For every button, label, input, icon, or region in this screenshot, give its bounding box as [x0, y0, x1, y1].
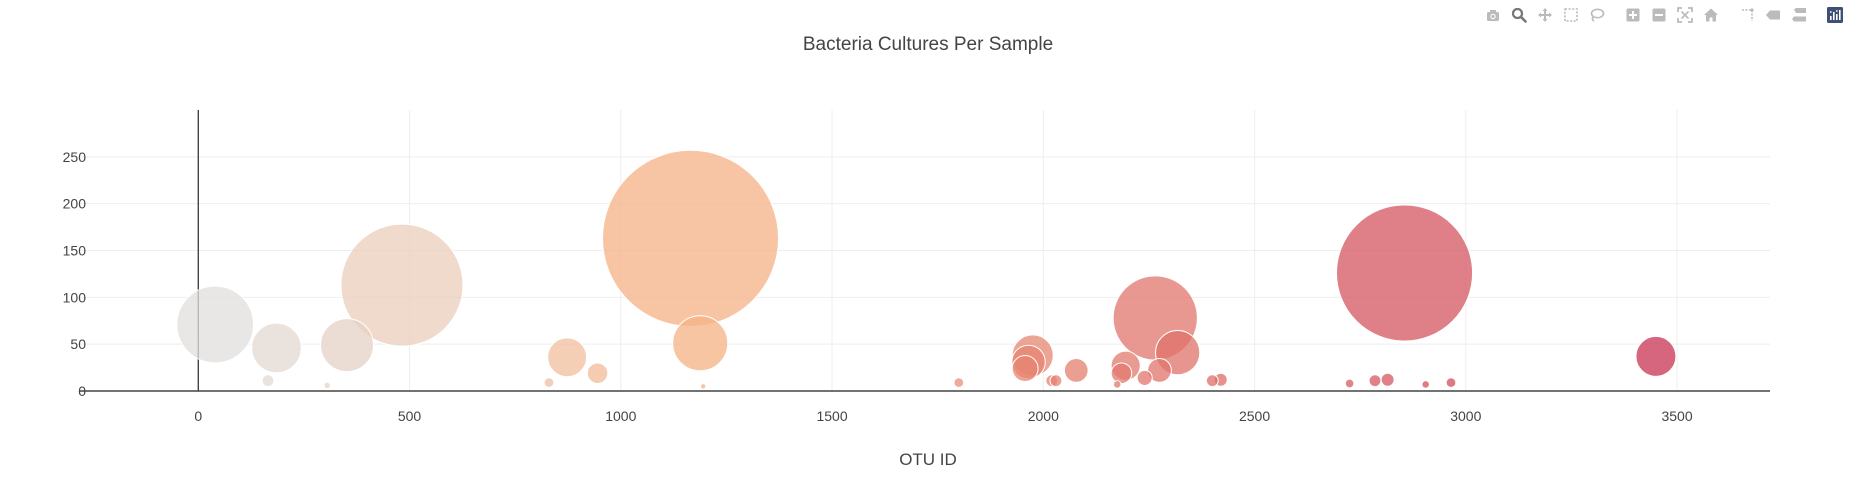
autoscale-icon: [1677, 7, 1693, 23]
modebar: [1480, 4, 1848, 26]
y-tick-label: 50: [70, 336, 86, 352]
hover-compare-button[interactable]: [1786, 4, 1812, 26]
autoscale-button[interactable]: [1672, 4, 1698, 26]
reset-axes-icon: [1704, 8, 1718, 22]
x-tick-label: 500: [398, 408, 422, 424]
bubble-point[interactable]: [320, 318, 374, 373]
y-tick-label: 200: [63, 196, 87, 212]
bubble-point[interactable]: [261, 374, 275, 388]
lasso-select-icon: [1590, 8, 1605, 22]
hover-closest-button[interactable]: [1760, 4, 1786, 26]
box-select-button[interactable]: [1558, 4, 1584, 26]
y-tick-label: 150: [63, 243, 87, 259]
camera-icon: [1487, 10, 1499, 21]
hover-compare-icon: [1792, 8, 1806, 22]
bubble-point[interactable]: [543, 377, 555, 388]
x-tick-label: 2000: [1028, 408, 1059, 424]
zoom-in-button[interactable]: [1620, 4, 1646, 26]
bubble-point[interactable]: [601, 149, 780, 327]
pan-button[interactable]: [1532, 4, 1558, 26]
plotly-logo-icon: [1827, 7, 1843, 23]
bubble-point[interactable]: [1110, 362, 1133, 384]
x-tick-label: 3000: [1450, 408, 1481, 424]
reset-axes-button[interactable]: [1698, 4, 1724, 26]
zoom-in-icon: [1626, 8, 1640, 22]
bubble-point[interactable]: [547, 337, 588, 378]
bubble-point[interactable]: [1344, 378, 1355, 389]
box-select-icon: [1564, 8, 1578, 22]
bubble-point[interactable]: [1205, 374, 1219, 388]
x-tick-label: 1500: [816, 408, 847, 424]
pan-icon: [1538, 8, 1552, 22]
bubble-point[interactable]: [1635, 335, 1677, 377]
bubble-point[interactable]: [1335, 204, 1474, 342]
bubble-point[interactable]: [1368, 374, 1382, 388]
bubble-point[interactable]: [251, 322, 302, 374]
spike-lines-button[interactable]: [1734, 4, 1760, 26]
bubble-point[interactable]: [1421, 380, 1430, 389]
tick-label-layer: 0 500 1000 1500 2000 2500 3000 3500 0 50 100 150 200…: [63, 149, 1693, 424]
bubble-point[interactable]: [1011, 355, 1039, 382]
zoom-icon: [1511, 7, 1527, 23]
x-tick-label: 2500: [1239, 408, 1270, 424]
spike-lines-icon: [1742, 8, 1754, 21]
y-tick-label: 250: [63, 149, 87, 165]
bubble-point[interactable]: [1380, 372, 1395, 387]
bubble-point[interactable]: [672, 315, 729, 372]
chart-title: Bacteria Cultures Per Sample: [802, 34, 1054, 55]
bubble-point[interactable]: [340, 223, 464, 347]
bubble-point[interactable]: [699, 383, 707, 390]
camera-button[interactable]: [1480, 4, 1506, 26]
x-tick-label: 0: [194, 408, 202, 424]
bubble-point[interactable]: [176, 285, 255, 364]
bubble-layer[interactable]: [176, 149, 1677, 390]
bubble-point[interactable]: [1445, 377, 1457, 388]
bubble-point[interactable]: [1049, 374, 1063, 388]
plotly-logo-button[interactable]: [1822, 4, 1848, 26]
bubble-point[interactable]: [1112, 380, 1122, 389]
zoom-button[interactable]: [1506, 4, 1532, 26]
zoom-out-button[interactable]: [1646, 4, 1672, 26]
bubble-point[interactable]: [1136, 369, 1153, 386]
lasso-select-button[interactable]: [1584, 4, 1610, 26]
y-tick-label: 100: [63, 289, 87, 305]
zoom-out-icon: [1652, 8, 1666, 22]
x-tick-label: 3500: [1661, 408, 1692, 424]
bubble-point[interactable]: [323, 381, 331, 390]
x-axis-title: OTU ID: [899, 450, 957, 469]
bubble-point[interactable]: [953, 377, 965, 388]
bubble-point[interactable]: [586, 362, 609, 384]
x-tick-label: 1000: [605, 408, 636, 424]
bubble-point[interactable]: [1063, 358, 1089, 383]
y-tick-label: 0: [78, 383, 86, 399]
hover-closest-icon: [1766, 10, 1780, 20]
